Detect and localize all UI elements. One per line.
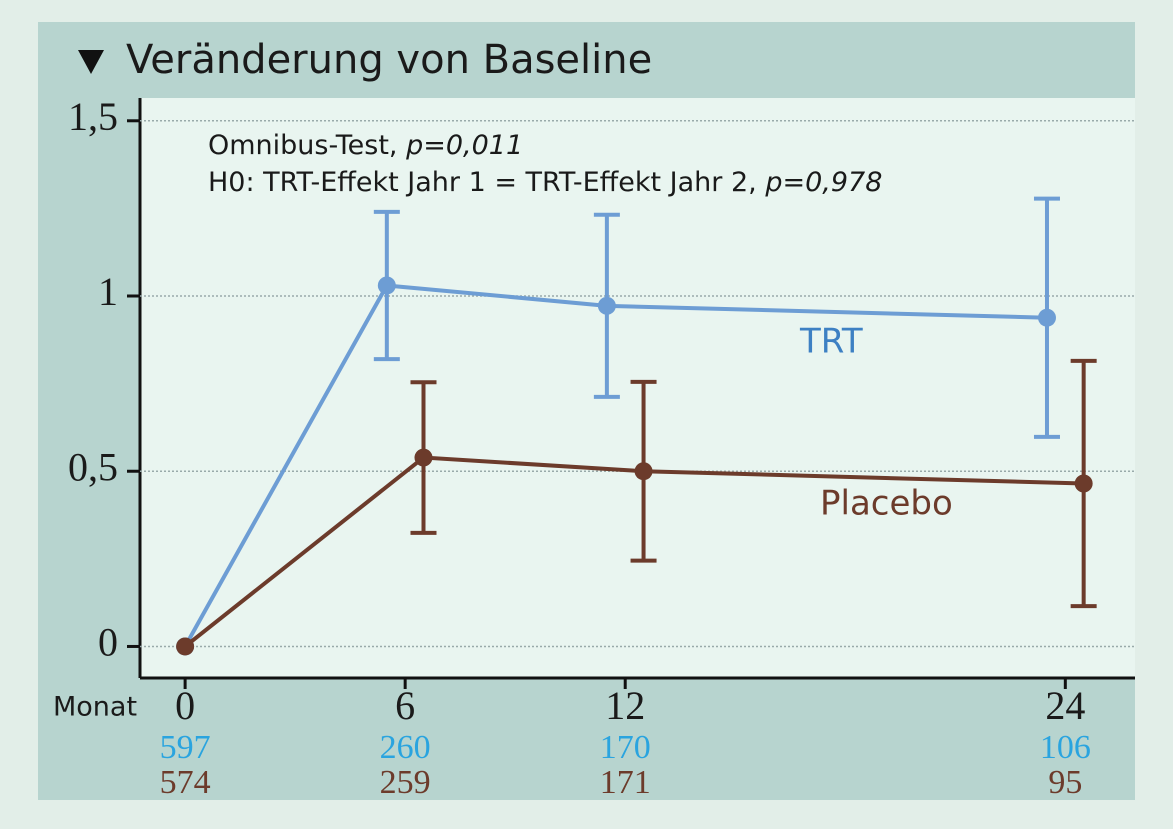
series-label: TRT bbox=[799, 322, 863, 362]
data-point bbox=[1074, 474, 1093, 493]
series-line bbox=[183, 455, 1084, 649]
at-risk-count: 170 bbox=[600, 729, 651, 766]
annotation-text: H0: TRT-Effekt Jahr 1 = TRT-Effekt Jahr … bbox=[208, 167, 757, 198]
series-line bbox=[183, 283, 1048, 648]
data-point bbox=[414, 448, 433, 467]
data-point bbox=[377, 276, 396, 295]
annotation: Omnibus-Test, p=0,011 bbox=[208, 130, 523, 161]
at-risk-count: 260 bbox=[380, 729, 431, 766]
y-tick-label: 0,5 bbox=[68, 444, 118, 489]
series-label: Placebo bbox=[820, 484, 953, 524]
data-point bbox=[634, 462, 653, 481]
data-point bbox=[597, 296, 616, 315]
x-tick-label: 24 bbox=[1045, 683, 1085, 728]
data-point bbox=[176, 637, 195, 656]
y-tick-label: 1 bbox=[98, 269, 118, 314]
annotation-text: Omnibus-Test, bbox=[208, 130, 398, 161]
at-risk-count: 95 bbox=[1048, 764, 1082, 801]
at-risk-count: 574 bbox=[160, 764, 211, 801]
data-point bbox=[1037, 308, 1056, 327]
y-tick-label: 0 bbox=[98, 620, 118, 665]
chart-title: Veränderung von Baseline bbox=[126, 37, 652, 83]
annotation-p: p=0,978 bbox=[764, 167, 882, 198]
at-risk-count: 106 bbox=[1040, 729, 1091, 766]
at-risk-count: 171 bbox=[600, 764, 651, 801]
annotation: H0: TRT-Effekt Jahr 1 = TRT-Effekt Jahr … bbox=[208, 167, 882, 198]
plot-area bbox=[140, 98, 1135, 678]
x-tick-label: 12 bbox=[605, 683, 645, 728]
x-tick-label: 6 bbox=[395, 683, 415, 728]
y-tick-label: 1,5 bbox=[68, 94, 118, 139]
at-risk-count: 259 bbox=[380, 764, 431, 801]
title-icon bbox=[78, 50, 104, 74]
x-axis-label: Monat bbox=[53, 692, 137, 723]
x-tick-label: 0 bbox=[175, 683, 195, 728]
at-risk-count: 597 bbox=[160, 729, 211, 766]
annotation-p: p=0,011 bbox=[405, 130, 523, 161]
